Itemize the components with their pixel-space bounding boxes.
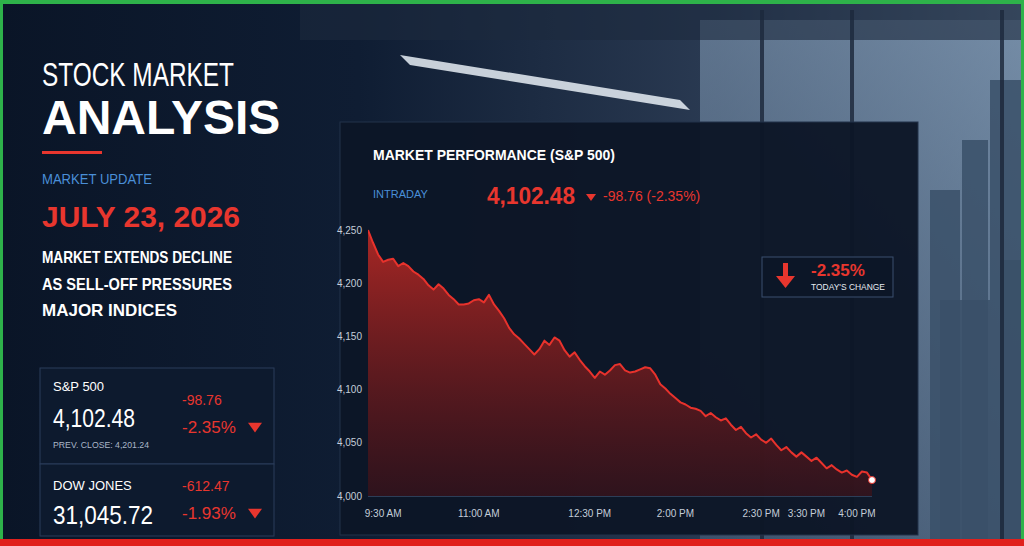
x-tick-label: 2:30 PM <box>742 508 779 519</box>
y-tick-label: 4,100 <box>337 384 362 395</box>
x-axis-line <box>368 496 872 497</box>
badge-value: -2.35% <box>811 261 865 280</box>
card-prev-close: PREV. CLOSE: 4,201.24 <box>53 440 149 450</box>
down-triangle <box>586 194 596 201</box>
building <box>940 300 990 546</box>
title: STOCK MARKET <box>42 55 234 93</box>
bottom-bar <box>0 539 1024 546</box>
title: ANALYSIS <box>42 91 280 144</box>
card-value: 4,102.48 <box>53 403 135 433</box>
chart-title: MARKET PERFORMANCE (S&P 500) <box>373 146 615 163</box>
badge-arrow <box>783 263 788 277</box>
x-tick-label: 3:30 PM <box>788 508 825 519</box>
building <box>990 80 1024 546</box>
ceiling-light <box>400 55 690 110</box>
panel-change: -98.76 (-2.35%) <box>603 188 700 204</box>
kicker: MARKET UPDATE <box>42 171 152 187</box>
panel-price: 4,102.48 <box>487 182 575 209</box>
date: JULY 23, 2026 <box>42 200 240 233</box>
card-change-pct: -2.35% <box>182 418 236 437</box>
area <box>368 230 872 496</box>
y-tick-label: 4,000 <box>337 491 362 502</box>
line <box>368 230 872 480</box>
card-value: 31,045.72 <box>53 500 153 530</box>
headline: AS SELL-OFF PRESSURES <box>42 275 232 294</box>
cards: S&P 500 4,102.48 PREV. CLOSE: 4,201.24 -98.… <box>40 368 274 536</box>
frame-left <box>0 0 3 546</box>
chart-panel: MARKET PERFORMANCE (S&P 500) INTRADAY 4,10… <box>337 122 918 535</box>
panel-label: INTRADAY <box>373 188 428 200</box>
axes: 4,000 4,050 4,100 4,150 4,200 4,250 9:30 AM 11:… <box>337 225 876 520</box>
down-triangle <box>248 423 262 433</box>
x-tick-label: 2:00 PM <box>657 508 694 519</box>
headline: MAJOR INDICES <box>42 301 177 320</box>
ceiling <box>300 0 1024 40</box>
card <box>40 368 274 464</box>
headline: MARKET EXTENDS DECLINE <box>42 248 232 267</box>
down-triangle <box>248 509 262 519</box>
stage: STOCK MARKETANALYSIS MARKET UPDATE JULY 23… <box>0 0 1024 546</box>
header: STOCK MARKETANALYSIS MARKET UPDATE JULY 23… <box>42 55 280 320</box>
badge <box>762 257 893 297</box>
y-tick-label: 4,250 <box>337 225 362 236</box>
x-tick-label: 11:00 AM <box>458 508 500 519</box>
frame-right <box>1021 0 1024 546</box>
y-tick-label: 4,150 <box>337 331 362 342</box>
card-name: DOW JONES <box>53 478 132 493</box>
background <box>0 0 1024 546</box>
y-tick-label: 4,050 <box>337 437 362 448</box>
end-dot <box>869 477 876 484</box>
plot-data <box>368 230 876 496</box>
card-name: S&P 500 <box>53 379 104 394</box>
y-tick-label: 4,200 <box>337 278 362 289</box>
frame-top <box>0 0 1024 4</box>
panel-box <box>340 122 918 535</box>
x-tick-label: 12:30 PM <box>568 508 611 519</box>
card-change-pct: -1.93% <box>182 504 236 523</box>
window-frame <box>1000 10 1004 540</box>
x-tick-label: 4:00 PM <box>838 508 875 519</box>
badge-arrow <box>776 276 795 288</box>
x-tick-label: 9:30 AM <box>365 508 402 519</box>
divider <box>42 151 102 154</box>
badge-label: TODAY'S CHANGE <box>811 282 885 292</box>
card-change: -612.47 <box>182 478 230 494</box>
card <box>40 464 274 536</box>
card-change: -98.76 <box>182 392 222 408</box>
